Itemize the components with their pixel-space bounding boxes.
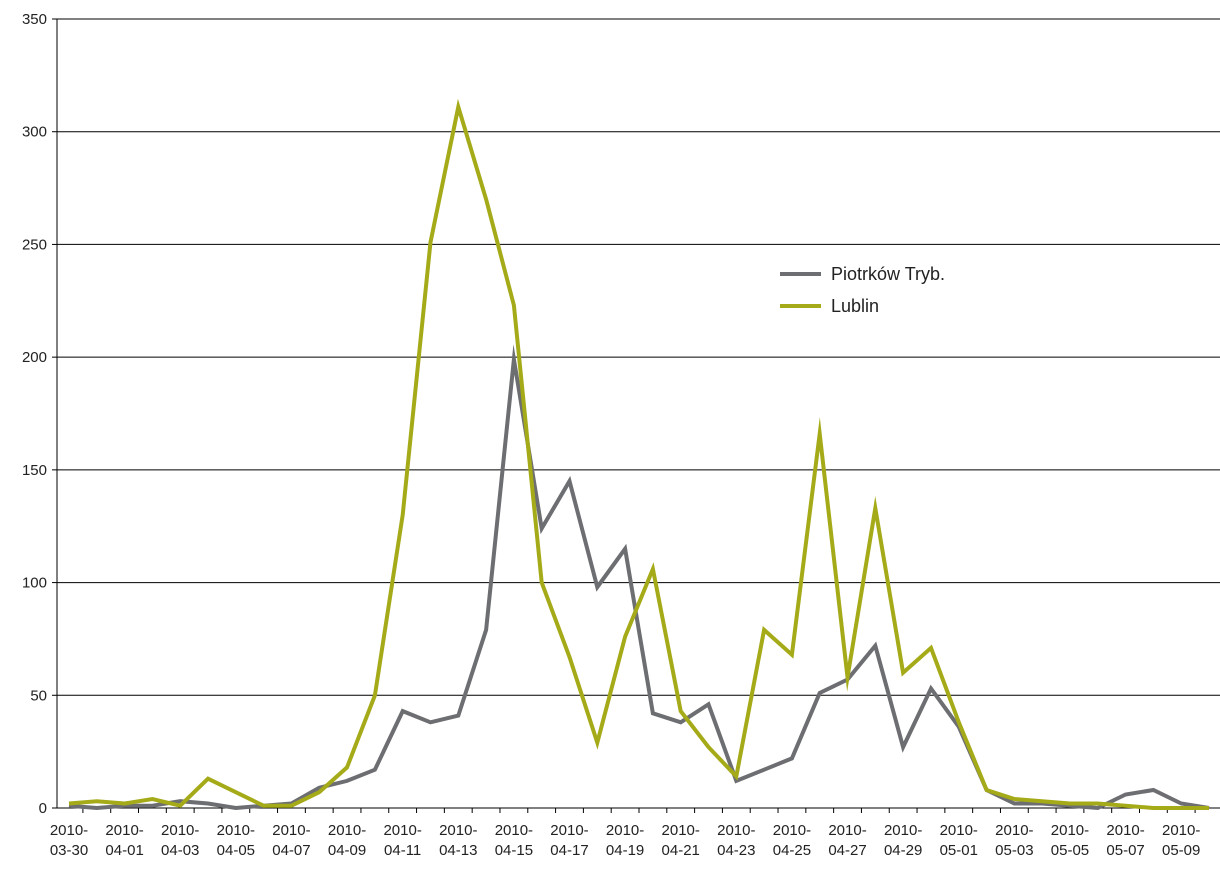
- x-tick-label-date: 04-01: [105, 842, 143, 859]
- x-tick-label: 2010- 04-25: [773, 822, 811, 859]
- x-tick-label-year: 2010-: [940, 822, 978, 839]
- x-tick-label-year: 2010-: [272, 822, 310, 839]
- x-tick-label-date: 03-30: [50, 842, 88, 859]
- x-tick-label-year: 2010-: [550, 822, 588, 839]
- x-tick-label-date: 04-19: [606, 842, 644, 859]
- x-tick-label-year: 2010-: [495, 822, 533, 839]
- x-tick-label: 2010- 04-13: [439, 822, 477, 859]
- series-line-piotrkow-tryb: [68, 344, 1210, 811]
- x-tick-label-year: 2010-: [439, 822, 477, 839]
- x-tick-label: 2010- 04-15: [495, 822, 533, 859]
- x-tick-label-date: 05-01: [940, 842, 978, 859]
- x-tick-label-date: 05-07: [1106, 842, 1144, 859]
- x-axis-ticks: 2010- 03-30 2010- 04-01 2010- 04-03 2010- 04-05…: [50, 808, 1200, 859]
- x-tick-label: 2010- 04-29: [884, 822, 922, 859]
- x-tick-label: 2010- 04-07: [272, 822, 310, 859]
- x-tick-label: 2010- 04-05: [217, 822, 255, 859]
- x-tick-label-year: 2010-: [50, 822, 88, 839]
- y-tick-label: 150: [22, 462, 47, 479]
- x-tick-label: 2010- 05-05: [1051, 822, 1089, 859]
- x-tick-label: 2010- 04-21: [662, 822, 700, 859]
- x-tick-label-date: 04-21: [662, 842, 700, 859]
- x-tick-label: 2010- 05-07: [1106, 822, 1144, 859]
- x-tick-label-date: 04-09: [328, 842, 366, 859]
- x-tick-label-year: 2010-: [995, 822, 1033, 839]
- x-tick-label: 2010- 04-01: [105, 822, 143, 859]
- x-tick-label: 2010- 05-09: [1162, 822, 1200, 859]
- x-tick-label: 2010- 04-27: [828, 822, 866, 859]
- x-tick-label-date: 04-11: [384, 842, 421, 859]
- x-tick-label-date: 05-05: [1051, 842, 1089, 859]
- x-tick-label: 2010- 03-30: [50, 822, 88, 859]
- legend: Piotrków Tryb. Lublin: [780, 264, 945, 316]
- x-tick-label: 2010- 04-11: [383, 822, 421, 859]
- x-tick-label-year: 2010-: [717, 822, 755, 839]
- y-tick-label: 300: [22, 124, 47, 141]
- x-tick-label-date: 04-25: [773, 842, 811, 859]
- x-tick-label: 2010- 04-23: [717, 822, 755, 859]
- x-tick-label-date: 04-13: [439, 842, 477, 859]
- x-tick-label: 2010- 04-03: [161, 822, 199, 859]
- y-tick-label: 200: [22, 349, 47, 366]
- y-tick-label: 100: [22, 575, 47, 592]
- x-tick-label-year: 2010-: [105, 822, 143, 839]
- x-tick-label-year: 2010-: [662, 822, 700, 839]
- x-tick-label-date: 04-03: [161, 842, 199, 859]
- x-tick-label: 2010- 05-03: [995, 822, 1033, 859]
- x-tick-label: 2010- 05-01: [940, 822, 978, 859]
- series-lines: [68, 98, 1210, 811]
- y-tick-label: 50: [30, 687, 47, 704]
- x-tick-label-year: 2010-: [383, 822, 421, 839]
- x-tick-label-date: 05-09: [1162, 842, 1200, 859]
- x-tick-label-year: 2010-: [1051, 822, 1089, 839]
- x-tick-label-date: 04-23: [717, 842, 755, 859]
- legend-label: Lublin: [831, 296, 879, 316]
- axes: [56, 19, 1220, 809]
- y-tick-label: 0: [39, 800, 47, 817]
- x-tick-label-year: 2010-: [161, 822, 199, 839]
- x-tick-label-date: 04-27: [828, 842, 866, 859]
- x-tick-label-date: 04-07: [272, 842, 310, 859]
- series-line-lublin: [68, 98, 1209, 810]
- gridlines: [57, 18, 1220, 696]
- legend-label: Piotrków Tryb.: [831, 264, 945, 284]
- x-tick-label-year: 2010-: [1106, 822, 1144, 839]
- x-tick-label-year: 2010-: [217, 822, 255, 839]
- x-tick-label-year: 2010-: [773, 822, 811, 839]
- x-tick-label-date: 05-03: [995, 842, 1033, 859]
- x-tick-label: 2010- 04-17: [550, 822, 588, 859]
- x-tick-label-date: 04-15: [495, 842, 533, 859]
- x-tick-label-date: 04-05: [217, 842, 255, 859]
- y-axis-ticks: 0 50 100 150 200 250 300 350: [22, 11, 57, 817]
- x-tick-label-year: 2010-: [606, 822, 644, 839]
- x-tick-label: 2010- 04-19: [606, 822, 644, 859]
- y-tick-label: 250: [22, 236, 47, 253]
- x-tick-label: 2010- 04-09: [328, 822, 366, 859]
- y-tick-label: 350: [22, 11, 47, 28]
- x-tick-label-year: 2010-: [1162, 822, 1200, 839]
- x-tick-label-year: 2010-: [328, 822, 366, 839]
- x-tick-label-date: 04-29: [884, 842, 922, 859]
- x-tick-label-year: 2010-: [884, 822, 922, 839]
- x-tick-label-year: 2010-: [828, 822, 866, 839]
- x-tick-label-date: 04-17: [550, 842, 588, 859]
